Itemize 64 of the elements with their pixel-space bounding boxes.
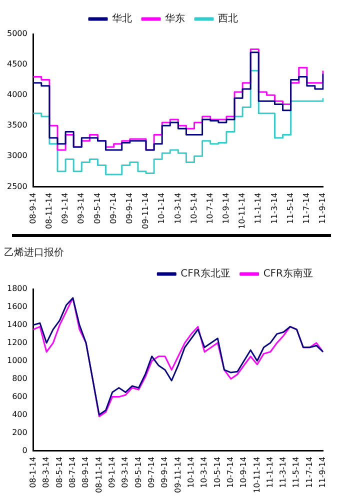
x-tick-label: 09-1-14 (60, 192, 70, 224)
x-tick-label: 08-7-14 (68, 456, 77, 488)
x-tick-label: 08-9-14 (81, 456, 90, 488)
x-tick-label: 11-1-14 (265, 456, 274, 488)
y-tick-label: 1000 (7, 356, 28, 365)
x-tick-label: 08-11-14 (44, 192, 54, 229)
x-tick-label: 11-5-14 (286, 192, 295, 224)
legend-label: 华北 (112, 12, 132, 25)
legend-label: 西北 (218, 12, 238, 25)
y-tick-label: 400 (12, 410, 28, 419)
legend-label: CFR东南亚 (263, 268, 314, 280)
y-tick-label: 2500 (7, 182, 28, 191)
y-tick-label: 3500 (7, 120, 28, 130)
x-tick-label: 10-3-14 (200, 456, 209, 488)
x-tick-label: 10-9-14 (239, 456, 248, 488)
x-tick-label: 10-11-14 (238, 192, 247, 229)
x-tick-label: 10-5-14 (212, 456, 222, 488)
y-tick-label: 0 (22, 446, 28, 455)
x-tick-label: 10-1-14 (157, 192, 166, 224)
x-tick-label: 11-7-14 (302, 192, 311, 224)
y-tick-label: 5000 (7, 29, 28, 38)
x-tick-label: 11-3-14 (278, 456, 288, 488)
x-tick-label: 10-9-14 (222, 192, 231, 224)
chart-title: 乙烯进口报价 (4, 246, 64, 259)
x-tick-label: 11-5-14 (292, 456, 301, 488)
y-tick-label: 3000 (7, 151, 28, 160)
x-tick-label: 09-5-14 (92, 192, 102, 224)
legend-label: 华东 (165, 12, 185, 25)
y-tick-label: 1600 (7, 302, 28, 312)
x-tick-label: 08-11-14 (94, 456, 104, 493)
y-tick-label: 4000 (7, 90, 28, 100)
y-tick-label: 1800 (7, 284, 28, 294)
x-tick-label: 09-5-14 (134, 456, 143, 488)
x-tick-label: 09-3-14 (76, 192, 86, 224)
x-tick-label: 10-3-14 (173, 192, 182, 224)
x-tick-label: 08-3-14 (42, 456, 51, 488)
y-tick-label: 800 (12, 374, 28, 383)
y-tick-label: 600 (12, 392, 28, 401)
x-tick-label: 09-11-14 (141, 192, 150, 229)
legend-label: CFR东北亚 (180, 268, 230, 280)
x-tick-label: 09-7-14 (108, 192, 118, 224)
x-tick-label: 11-1-14 (254, 192, 263, 224)
x-tick-label: 09-9-14 (160, 456, 170, 488)
y-tick-label: 200 (12, 428, 28, 437)
x-tick-label: 08-1-14 (28, 456, 38, 488)
x-tick-label: 09-9-14 (124, 192, 134, 224)
x-tick-label: 11-9-14 (318, 192, 328, 224)
x-tick-label: 11-3-14 (270, 192, 279, 224)
x-tick-label: 10-5-14 (189, 192, 198, 224)
x-tick-label: 10-7-14 (226, 456, 235, 488)
x-tick-label: 09-7-14 (146, 456, 156, 488)
x-tick-label: 08-5-14 (54, 456, 64, 488)
y-tick-label: 1400 (7, 320, 28, 330)
x-tick-label: 09-1-14 (107, 456, 116, 488)
y-tick-label: 4500 (7, 60, 28, 69)
x-tick-label: 11-9-14 (318, 456, 328, 488)
x-tick-label: 10-7-14 (205, 192, 214, 224)
x-tick-label: 11-7-14 (304, 456, 314, 488)
x-tick-label: 09-11-14 (173, 456, 182, 493)
x-tick-label: 10-1-14 (186, 456, 196, 488)
x-tick-label: 10-11-14 (252, 456, 262, 493)
y-tick-label: 1200 (7, 338, 28, 347)
x-tick-label: 08-9-14 (28, 192, 38, 224)
x-tick-label: 09-3-14 (120, 456, 130, 488)
